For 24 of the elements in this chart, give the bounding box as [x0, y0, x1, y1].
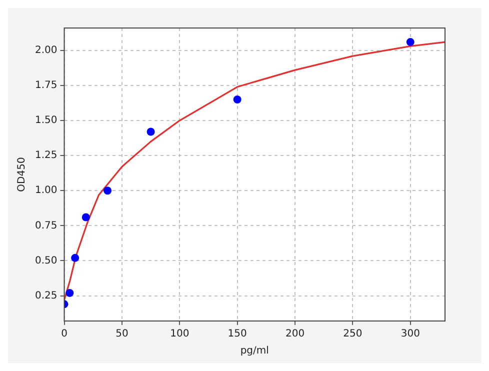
y-tick-label: 0.25: [35, 290, 58, 302]
point: [406, 38, 414, 46]
x-tick-label: 100: [170, 328, 190, 340]
x-tick-label: 200: [285, 328, 305, 340]
y-tick-label: 2.00: [35, 45, 58, 56]
x-tick-label: 250: [343, 328, 362, 340]
point: [71, 254, 80, 262]
x-axis-title: pg/ml: [240, 346, 269, 357]
point: [233, 96, 242, 104]
x-tick-label: 150: [228, 328, 247, 340]
y-tick-label: 1.50: [35, 115, 58, 126]
x-tick-label: 300: [400, 328, 420, 340]
x-tick-label: 0: [61, 328, 68, 340]
point: [146, 128, 155, 136]
point: [66, 288, 74, 297]
y-tick-label: 1.25: [35, 150, 58, 162]
y-tick-label: 0.50: [35, 255, 58, 266]
y-tick-label: 0.75: [35, 220, 58, 232]
point: [82, 213, 90, 222]
y-tick-label: 1.00: [35, 185, 58, 196]
point: [104, 186, 112, 195]
y-axis-title: OD450: [16, 157, 28, 192]
y-tick-label: 1.75: [35, 80, 58, 92]
x-tick-label: 50: [116, 328, 128, 340]
